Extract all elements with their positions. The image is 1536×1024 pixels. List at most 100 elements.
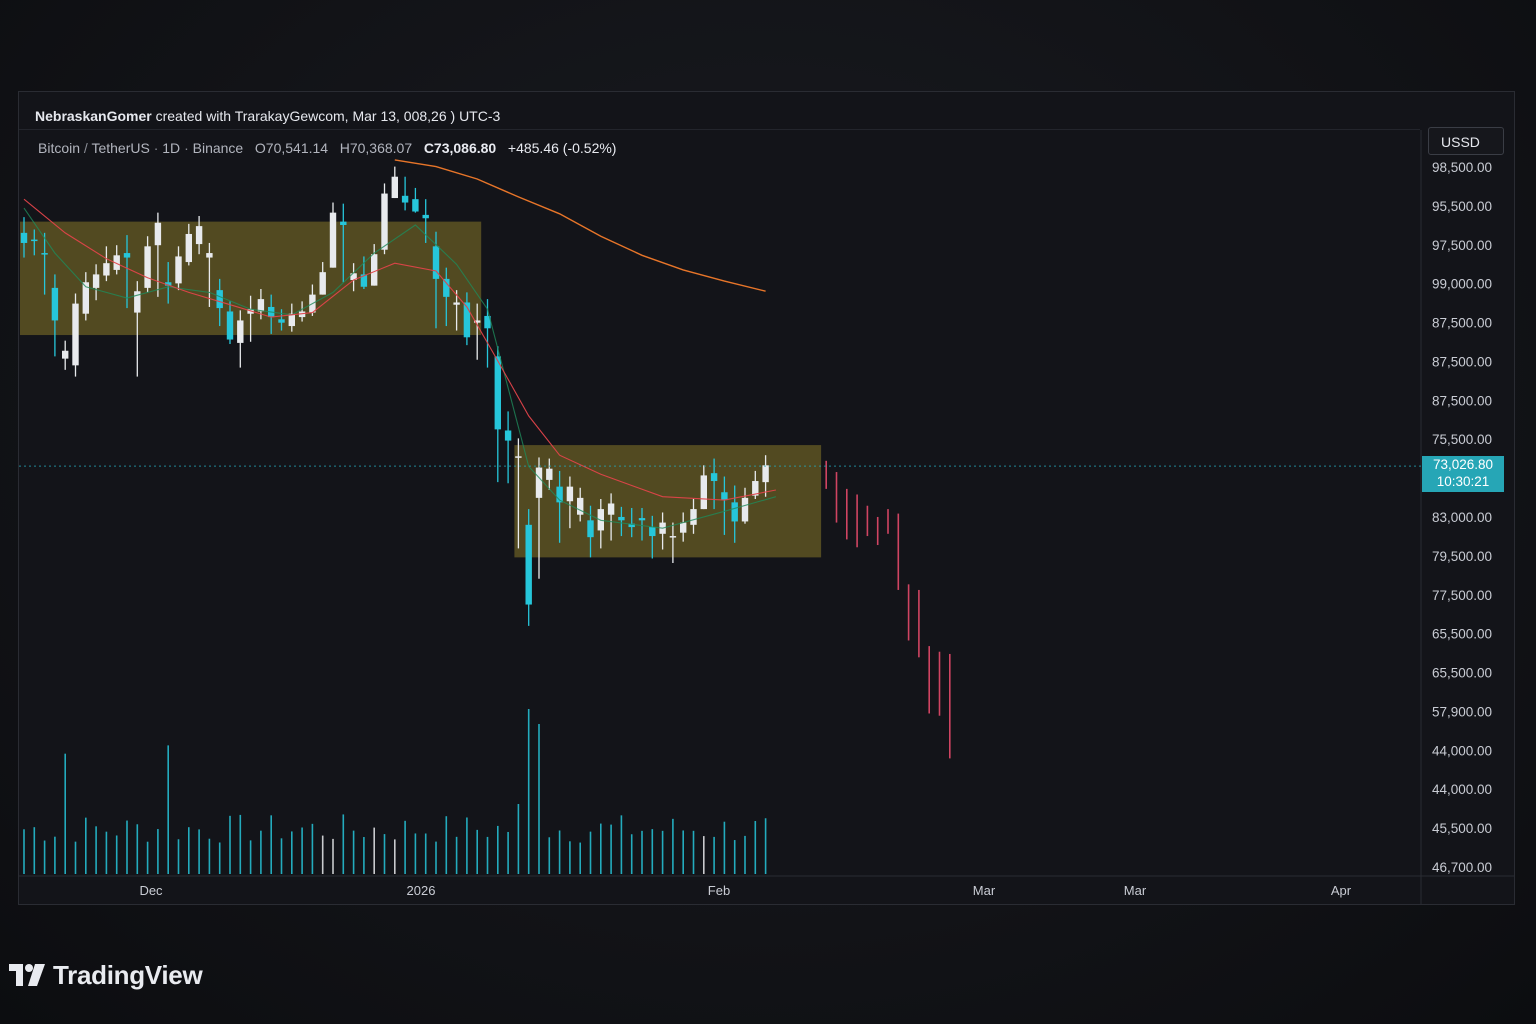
candle-body — [752, 481, 759, 496]
candle-body — [165, 282, 172, 286]
change-percent: (-0.52%) — [562, 140, 617, 156]
candle-body — [494, 356, 501, 430]
price-axis-label: 75,500.00 — [1432, 432, 1492, 447]
open-value: O70,541.14 — [254, 140, 329, 156]
time-axis-label: Feb — [708, 883, 730, 898]
candle-body — [587, 520, 594, 538]
exchange-label: Binance — [192, 140, 244, 156]
candle-body — [41, 253, 48, 255]
candle-body — [257, 299, 265, 312]
chart-frame: NebraskanGomer created with TrarakayGewc… — [18, 91, 1515, 905]
price-axis-label: 87,500.00 — [1432, 316, 1492, 331]
candle-body — [710, 473, 718, 482]
candle-body — [422, 214, 429, 219]
price-axis-label: 98,500.00 — [1432, 160, 1492, 175]
candle-body — [607, 503, 615, 515]
candle-body — [113, 255, 120, 270]
bar-countdown: 10:30:21 — [1436, 474, 1490, 490]
quote-name: TetherUS — [91, 140, 150, 156]
candle-body — [92, 274, 100, 288]
candle-body — [340, 221, 347, 225]
candle-body — [288, 313, 295, 327]
candle-body — [463, 302, 471, 338]
candle-body — [329, 212, 337, 268]
time-axis-label: 2026 — [407, 883, 436, 898]
candle-body — [31, 239, 38, 242]
candle-body — [412, 199, 419, 212]
candle-body — [237, 320, 244, 343]
candle-body — [154, 222, 162, 246]
candle-body — [556, 486, 563, 503]
tradingview-logo-icon — [9, 964, 45, 986]
price-chart[interactable]: 98,500.00 95,500.00 97,500.00 99,000.00 87,5… — [19, 92, 1514, 904]
price-axis-label: 44,000.00 — [1432, 743, 1492, 758]
consolidation-zone-2 — [514, 445, 822, 558]
price-axis-label: 46,700.00 — [1432, 860, 1492, 875]
candle-body — [474, 320, 481, 323]
interval-label[interactable]: 1D — [162, 140, 181, 156]
candle-body — [72, 303, 79, 366]
candle-body — [226, 311, 234, 340]
candle-body — [762, 465, 769, 483]
price-axis-label: 99,000.00 — [1432, 277, 1492, 292]
candle-body — [721, 492, 728, 501]
high-value: H70,368.07 — [339, 140, 413, 156]
price-axis-label: 83,000.00 — [1432, 510, 1492, 525]
candle-body — [700, 475, 707, 510]
candle-body — [82, 282, 89, 314]
candle-body — [443, 278, 450, 297]
chart-credit: NebraskanGomer created with TrarakayGewc… — [35, 108, 500, 124]
candle-body — [381, 193, 388, 250]
brand-name: TradingView — [53, 959, 203, 990]
price-axis-label: 77,500.00 — [1432, 588, 1492, 603]
candle-body — [741, 497, 749, 522]
candle-body — [319, 272, 326, 295]
candle-body — [680, 522, 687, 533]
candle-body — [371, 254, 378, 286]
candle-body — [62, 350, 69, 359]
close-value: C73,086.80 — [423, 140, 497, 156]
candle-body — [484, 315, 491, 329]
symbol-name[interactable]: Bitcoin — [38, 140, 81, 156]
candle-body — [618, 516, 625, 521]
price-axis-label: 87,500.00 — [1432, 393, 1492, 408]
candle-body — [51, 287, 59, 321]
candle-body — [628, 523, 635, 528]
candle-body — [134, 291, 141, 313]
candle-body — [206, 253, 213, 258]
currency-button[interactable]: USSD — [1428, 127, 1504, 155]
last-price-tag: 73,026.80 10:30:21 — [1422, 456, 1504, 493]
candle-body — [638, 518, 646, 521]
credit-text: created with TrarakayGewcom, Mar 13, 008… — [155, 108, 501, 124]
price-axis-label: 57,900.00 — [1432, 704, 1492, 719]
candle-body — [175, 256, 182, 284]
candle-body — [504, 430, 512, 441]
candle-body — [103, 263, 110, 276]
candle-body — [566, 486, 574, 502]
candle-body — [401, 195, 409, 203]
candle-body — [546, 468, 553, 480]
time-axis-label: Dec — [139, 883, 163, 898]
last-price-value: 73,026.80 — [1432, 457, 1494, 473]
candle-body — [669, 536, 677, 538]
candle-body — [453, 302, 460, 305]
candle-body — [123, 253, 131, 258]
candle-body — [360, 274, 368, 287]
candle-body — [185, 233, 192, 263]
price-axis-label: 65,500.00 — [1432, 666, 1492, 681]
price-axis-label: 65,500.00 — [1432, 627, 1492, 642]
tradingview-logo[interactable]: TradingView — [9, 958, 203, 992]
price-axis-label: 44,000.00 — [1432, 782, 1492, 797]
price-axis-label: 95,500.00 — [1432, 199, 1492, 214]
price-axis-label: 97,500.00 — [1432, 238, 1492, 253]
candle-body — [649, 527, 656, 537]
author-name: NebraskanGomer — [35, 108, 152, 124]
candle-body — [144, 246, 151, 288]
time-axis-label: Mar — [1124, 883, 1147, 898]
candle-body — [20, 232, 28, 243]
symbol-legend: Bitcoin / TetherUS · 1D · Binance O70,54… — [38, 140, 617, 156]
candle-body — [515, 456, 522, 458]
candle-body — [535, 467, 543, 498]
candle-body — [195, 226, 203, 245]
candle-body — [216, 290, 223, 309]
